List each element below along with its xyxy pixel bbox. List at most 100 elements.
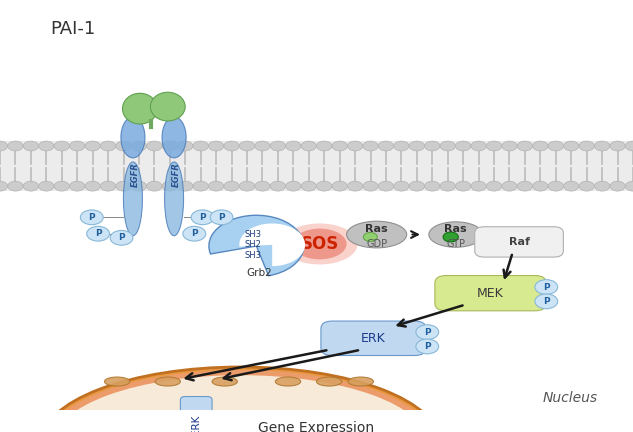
Circle shape — [178, 141, 193, 151]
Ellipse shape — [46, 370, 436, 432]
Text: Grb2: Grb2 — [247, 268, 272, 278]
Ellipse shape — [123, 93, 157, 124]
Circle shape — [54, 141, 70, 151]
Circle shape — [486, 181, 502, 191]
Circle shape — [23, 181, 39, 191]
Circle shape — [563, 141, 579, 151]
Ellipse shape — [155, 377, 180, 386]
Text: P: P — [191, 229, 197, 238]
Circle shape — [548, 181, 563, 191]
Circle shape — [416, 339, 439, 354]
Circle shape — [147, 141, 162, 151]
Circle shape — [579, 181, 594, 191]
Circle shape — [8, 181, 23, 191]
Circle shape — [379, 141, 394, 151]
Circle shape — [101, 141, 116, 151]
Circle shape — [610, 141, 625, 151]
Text: Raf: Raf — [508, 237, 530, 247]
Circle shape — [533, 141, 548, 151]
Text: P: P — [218, 213, 225, 222]
Circle shape — [456, 141, 471, 151]
Circle shape — [239, 181, 254, 191]
Circle shape — [224, 181, 239, 191]
Text: P: P — [199, 213, 206, 222]
Circle shape — [0, 181, 8, 191]
Circle shape — [162, 141, 177, 151]
Circle shape — [535, 294, 558, 309]
Ellipse shape — [212, 377, 237, 386]
Circle shape — [147, 181, 162, 191]
Text: Nucleus: Nucleus — [542, 391, 598, 405]
FancyBboxPatch shape — [435, 276, 546, 311]
Ellipse shape — [104, 377, 130, 386]
Wedge shape — [239, 223, 305, 266]
Circle shape — [80, 210, 103, 225]
Circle shape — [224, 141, 239, 151]
Circle shape — [178, 181, 193, 191]
Circle shape — [316, 181, 332, 191]
Circle shape — [301, 181, 316, 191]
Text: SH3: SH3 — [245, 251, 261, 260]
Ellipse shape — [151, 92, 185, 121]
Circle shape — [270, 181, 285, 191]
Circle shape — [394, 181, 409, 191]
Circle shape — [425, 141, 440, 151]
Circle shape — [363, 181, 378, 191]
Circle shape — [255, 141, 270, 151]
Ellipse shape — [162, 117, 186, 158]
Circle shape — [471, 181, 486, 191]
Circle shape — [332, 181, 348, 191]
Circle shape — [486, 141, 502, 151]
Circle shape — [85, 141, 100, 151]
Circle shape — [456, 181, 471, 191]
Text: Ras: Ras — [444, 224, 467, 234]
Circle shape — [193, 181, 208, 191]
Circle shape — [39, 141, 54, 151]
Circle shape — [70, 181, 85, 191]
Circle shape — [116, 181, 131, 191]
Circle shape — [208, 141, 224, 151]
Ellipse shape — [121, 117, 145, 158]
Circle shape — [425, 181, 440, 191]
FancyBboxPatch shape — [180, 397, 212, 432]
Text: ERK: ERK — [191, 414, 201, 432]
Circle shape — [471, 141, 486, 151]
Circle shape — [394, 141, 409, 151]
Text: PAI-1: PAI-1 — [51, 20, 96, 38]
Text: GDP: GDP — [366, 239, 387, 249]
Circle shape — [285, 181, 301, 191]
FancyBboxPatch shape — [475, 227, 563, 257]
Circle shape — [379, 181, 394, 191]
Circle shape — [110, 230, 133, 245]
Circle shape — [363, 141, 378, 151]
Circle shape — [210, 210, 233, 225]
Circle shape — [332, 141, 348, 151]
Text: P: P — [424, 327, 430, 337]
Circle shape — [0, 141, 8, 151]
Ellipse shape — [282, 223, 358, 264]
Circle shape — [131, 181, 147, 191]
Circle shape — [548, 141, 563, 151]
Ellipse shape — [275, 377, 301, 386]
Text: SH3: SH3 — [245, 230, 261, 239]
Ellipse shape — [165, 162, 184, 236]
Ellipse shape — [54, 375, 427, 432]
FancyBboxPatch shape — [321, 321, 426, 356]
Circle shape — [440, 181, 455, 191]
Circle shape — [517, 181, 532, 191]
Circle shape — [85, 181, 100, 191]
Text: Gene Expression: Gene Expression — [258, 422, 375, 432]
Circle shape — [87, 226, 110, 241]
Ellipse shape — [429, 222, 483, 247]
Circle shape — [54, 181, 70, 191]
Text: P: P — [543, 297, 549, 306]
Circle shape — [535, 280, 558, 294]
Circle shape — [8, 141, 23, 151]
Ellipse shape — [348, 377, 373, 386]
Text: P: P — [89, 213, 95, 222]
Circle shape — [409, 141, 425, 151]
Circle shape — [316, 141, 332, 151]
Circle shape — [440, 141, 455, 151]
Text: P: P — [118, 233, 125, 242]
Circle shape — [270, 141, 285, 151]
